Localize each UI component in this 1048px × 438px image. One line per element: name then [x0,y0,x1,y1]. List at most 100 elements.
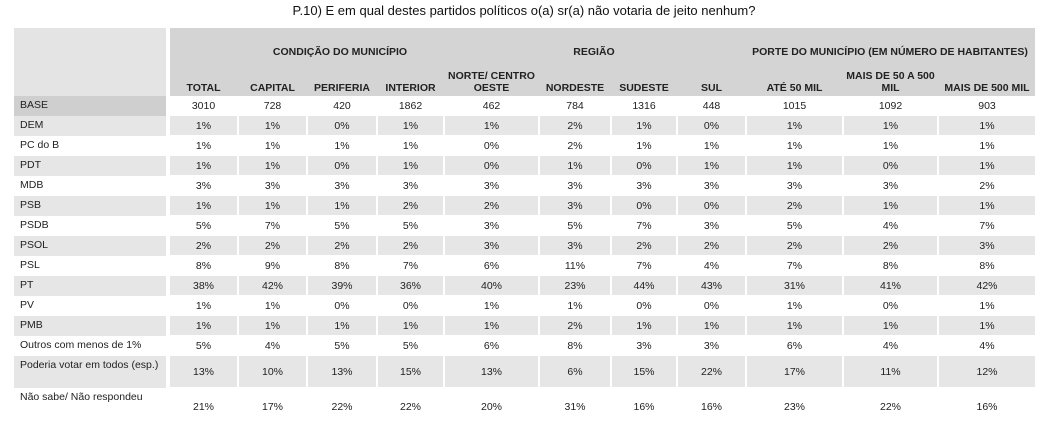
row-label: BASE [14,96,166,116]
cell-value: 7% [939,216,1035,236]
cell-value: 36% [378,276,443,296]
cell-value: 1% [540,296,610,316]
cell-value: 462 [445,96,538,116]
cell-value: 16% [612,388,676,426]
cell-value: 5% [308,216,376,236]
cell-value: 5% [308,336,376,356]
cell-value: 2% [170,236,237,256]
column-header: MAIS DE 50 A 500 MIL [846,70,935,94]
cell-value: 0% [678,116,745,136]
cell-value: 1% [239,316,306,336]
row-label: MDB [14,176,166,196]
cell-value: 2% [540,316,610,336]
cell-value: 1% [747,116,842,136]
cell-value: 1% [747,296,842,316]
cell-value: 0% [612,296,676,316]
cell-value: 2% [445,196,538,216]
cell-value: 728 [239,96,306,116]
cell-value: 1% [939,136,1035,156]
cell-value: 4% [678,256,745,276]
cell-value: 22% [678,356,745,388]
cell-value: 5% [540,216,610,236]
cell-value: 1% [445,296,538,316]
cell-value: 6% [445,336,538,356]
cell-value: 1% [378,116,443,136]
cell-value: 1% [170,156,237,176]
cell-value: 1% [239,136,306,156]
group-header: REGIÃO [573,46,615,58]
cell-value: 1% [445,316,538,336]
cell-value: 3% [170,176,237,196]
cell-value: 7% [747,256,842,276]
cell-value: 3% [239,176,306,196]
cell-value: 1% [747,136,842,156]
cell-value: 1% [170,196,237,216]
cell-value: 22% [378,388,443,426]
cell-value: 42% [239,276,306,296]
cell-value: 3% [678,176,745,196]
cell-value: 1% [170,136,237,156]
cell-value: 1% [844,196,937,216]
cell-value: 3% [612,176,676,196]
cell-value: 40% [445,276,538,296]
group-header: CONDIÇÃO DO MUNICÍPIO [272,46,408,58]
cell-value: 1% [939,316,1035,336]
cell-value: 41% [844,276,937,296]
cell-value: 2% [378,236,443,256]
column-header: INTERIOR [385,82,436,94]
cell-value: 0% [844,296,937,316]
cell-value: 3% [308,176,376,196]
cell-value: 5% [170,216,237,236]
group-header: PORTE DO MUNICÍPIO (EM NÚMERO DE HABITAN… [752,46,1028,58]
cell-value: 1% [844,136,937,156]
cell-value: 0% [612,196,676,216]
cell-value: 8% [308,256,376,276]
cell-value: 1% [308,196,376,216]
cell-value: 11% [540,256,610,276]
cell-value: 1% [939,116,1035,136]
cell-value: 1% [308,316,376,336]
cell-value: 1% [170,296,237,316]
cell-value: 3% [678,336,745,356]
cell-value: 3% [612,336,676,356]
column-header: PERIFERIA [313,82,370,94]
cell-value: 0% [308,296,376,316]
cell-value: 1% [612,116,676,136]
cell-value: 1% [170,116,237,136]
cell-value: 15% [612,356,676,388]
row-label: Outros com menos de 1% [14,336,166,356]
row-label: PSB [14,196,166,216]
cell-value: 1% [308,136,376,156]
cell-value: 448 [678,96,745,116]
cell-value: 6% [540,356,610,388]
cell-value: 6% [747,336,842,356]
cell-value: 13% [308,356,376,388]
cell-value: 38% [170,276,237,296]
cell-value: 3010 [170,96,237,116]
cell-value: 4% [844,216,937,236]
cell-value: 1% [378,136,443,156]
cell-value: 6% [445,256,538,276]
cell-value: 1316 [612,96,676,116]
column-header: SUL [701,82,722,94]
column-header: SUDESTE [619,82,669,94]
cell-value: 3% [540,196,610,216]
cell-value: 1% [844,116,937,136]
cell-value: 1% [939,156,1035,176]
cell-value: 2% [540,116,610,136]
cell-value: 2% [939,176,1035,196]
row-label: PV [14,296,166,316]
column-header: TOTAL [186,82,221,94]
header-bg [170,28,1035,96]
cell-value: 0% [678,296,745,316]
cell-value: 0% [844,156,937,176]
cell-value: 1% [678,156,745,176]
cell-value: 10% [239,356,306,388]
cell-value: 1% [747,316,842,336]
row-label: PDT [14,156,166,176]
cell-value: 4% [844,336,937,356]
cell-value: 23% [540,276,610,296]
cell-value: 12% [939,356,1035,388]
row-label: Poderia votar em todos (esp.) [14,356,166,388]
cell-value: 2% [540,136,610,156]
